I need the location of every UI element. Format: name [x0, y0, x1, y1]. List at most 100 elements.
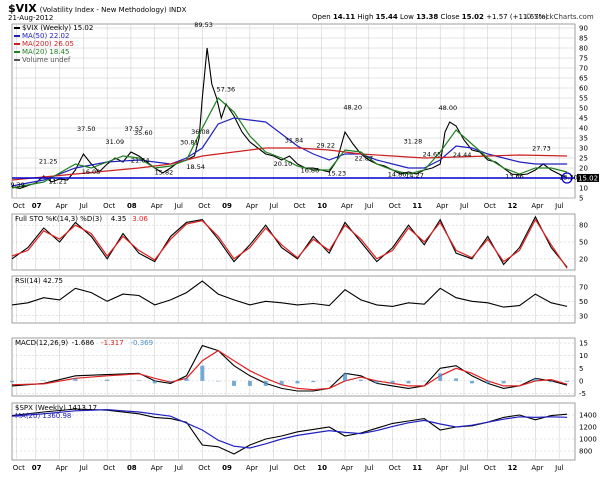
macd-histogram-bar: [279, 380, 284, 385]
price-legend-entry: MA(200) 26.05: [22, 40, 74, 48]
x-axis-label-top: 11: [412, 202, 422, 210]
price-annotation: 15.23: [328, 170, 347, 178]
price-annotation: 14.27: [405, 171, 424, 179]
price-legend-entry: MA(50) 22.02: [22, 32, 69, 40]
price-frame: [11, 23, 576, 199]
price-y-tick-label: 5: [579, 195, 583, 203]
price-y-tick-label: 45: [579, 115, 588, 123]
spx-legend-entry: $SPX (Weekly) 1413.17: [15, 404, 97, 412]
x-axis-label-top: Apr: [436, 202, 448, 210]
price-annotation: 13.66: [505, 173, 524, 181]
last-value-box: [577, 173, 599, 182]
price-y-tick-label: 75: [579, 55, 588, 63]
macd-legend-entry: -0.369: [131, 339, 154, 347]
rsi-panel: [11, 275, 576, 324]
price-y-tick-label: 30: [579, 145, 588, 153]
stochastic-legend-entry: Full STO %K(14,3) %D(3): [15, 215, 102, 223]
x-axis-label-top: Oct: [103, 202, 115, 210]
x-axis-label-top: 08: [127, 202, 137, 210]
rsi-legend-entry: RSI(14) 42.75: [15, 277, 63, 285]
x-axis-label-top: Jul: [269, 202, 279, 210]
x-axis-label-top: Apr: [151, 202, 163, 210]
macd-histogram-bar: [311, 380, 316, 383]
macd-frame: [11, 337, 576, 397]
x-axis-label-bottom: Apr: [531, 464, 543, 472]
chart-date: 21-Aug-2012: [8, 14, 54, 22]
last-value-label: 15.02: [578, 174, 598, 182]
macd-histogram-bar: [136, 380, 141, 381]
price-annotation: 16.08: [82, 168, 101, 176]
x-axis-label-top: Oct: [198, 202, 210, 210]
x-axis-label-top: Oct: [13, 202, 25, 210]
x-axis-label-bottom: Oct: [389, 464, 401, 472]
rsi-series-rsi-14: [11, 280, 568, 308]
price-y-tick-label: 50: [579, 105, 588, 113]
macd-legend-entry: MACD(12,26,9): [15, 339, 68, 347]
macd-y-tick-label: 10: [579, 352, 588, 360]
x-axis-label-bottom: Oct: [293, 464, 305, 472]
price-y-tick-label: 25: [579, 155, 588, 163]
x-axis-label-bottom: Apr: [151, 464, 163, 472]
price-legend-entry: $VIX (Weekly) 15.02: [22, 24, 93, 32]
macd-histogram-bar: [565, 380, 570, 382]
macd-histogram-bar: [73, 378, 78, 381]
price-annotation: 36.08: [191, 128, 210, 136]
ohlc-readout: Open 14.11 High 15.44 Low 13.38 Close 15…: [312, 13, 548, 21]
x-axis-label-top: Oct: [293, 202, 305, 210]
price-annotation: 37.57: [125, 125, 144, 133]
macd-histogram-bar: [374, 380, 379, 384]
rsi-y-tick-label: 30: [579, 312, 588, 320]
change-readout: +1.57 (+11.67%): [486, 13, 548, 21]
price-y-tick-label: 40: [579, 125, 588, 133]
macd-histogram-bar: [232, 380, 237, 386]
x-axis-label-bottom: Oct: [484, 464, 496, 472]
macd-histogram-bar: [247, 380, 252, 386]
x-axis-label-bottom: Oct: [103, 464, 115, 472]
x-axis-label-top: Jul: [174, 202, 184, 210]
price-y-tick-label: 15: [579, 175, 588, 183]
x-axis-label-top: Jul: [364, 202, 374, 210]
price-y-tick-label: 20: [579, 165, 588, 173]
macd-histogram-bar: [501, 380, 506, 384]
x-axis-label-top: Jul: [554, 202, 564, 210]
x-axis-label-top: 10: [317, 202, 327, 210]
stochastic-y-tick-label: 80: [579, 222, 588, 230]
macd-series-signal: [11, 349, 568, 391]
symbol-description: (Volatility Index - New Methodology) IND…: [39, 6, 187, 14]
macd-histogram-bar: [168, 380, 173, 383]
macd-panel: [10, 337, 576, 397]
x-axis-label-bottom: Apr: [56, 464, 68, 472]
price-series-ma-20-18-45: [11, 97, 568, 189]
price-annotation: 29.22: [316, 142, 335, 150]
stochastic-series--d-3: [11, 218, 568, 269]
x-axis-label-top: Jul: [78, 202, 88, 210]
macd-histogram-bar: [184, 378, 189, 381]
price-y-tick-label: 65: [579, 75, 588, 83]
rsi-frame: [11, 275, 576, 324]
x-axis-label-bottom: 12: [508, 464, 518, 472]
price-y-tick-label: 70: [579, 65, 588, 73]
price-annotation: 35.60: [134, 129, 153, 137]
spx-series-ma-20-1360-98: [11, 408, 568, 449]
price-annotation: 16.86: [301, 166, 320, 174]
price-annotation: 9.39: [10, 181, 24, 189]
price-y-tick-label: 60: [579, 85, 588, 93]
x-axis-label-bottom: 08: [127, 464, 137, 472]
x-axis-label-bottom: Oct: [13, 464, 25, 472]
macd-histogram-bar: [358, 379, 363, 381]
price-series-ma-200-26-05: [11, 147, 568, 181]
x-axis-label-bottom: 10: [317, 464, 327, 472]
stochastic-panel: [11, 213, 576, 271]
rsi-y-tick-label: 70: [579, 283, 588, 291]
macd-histogram-bar: [406, 380, 411, 384]
spx-legend-entry: MA(20) 1360.98: [15, 412, 71, 420]
x-axis-label-top: Apr: [341, 202, 353, 210]
price-annotation: 57.36: [217, 85, 236, 93]
x-axis-label-bottom: Jul: [78, 464, 88, 472]
macd-histogram-bar: [422, 380, 427, 382]
macd-histogram-bar: [390, 380, 395, 384]
x-axis-label-bottom: Apr: [436, 464, 448, 472]
price-annotation: 13.30: [559, 173, 578, 181]
